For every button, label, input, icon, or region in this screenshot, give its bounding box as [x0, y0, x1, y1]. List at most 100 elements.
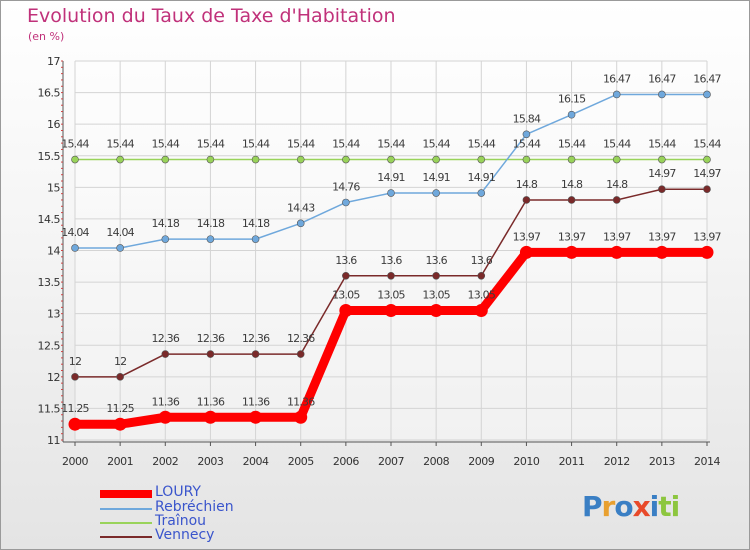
data-point	[251, 235, 260, 243]
data-label: 15.44	[558, 138, 586, 151]
data-point	[249, 410, 263, 424]
data-point	[71, 373, 79, 381]
data-point	[339, 304, 353, 318]
data-label: 14.8	[561, 178, 583, 191]
data-point	[296, 155, 305, 164]
data-point	[565, 245, 579, 259]
data-label: 15.44	[152, 138, 180, 151]
data-point	[432, 155, 440, 164]
data-point	[161, 235, 170, 243]
x-tick-label: 2010	[513, 455, 539, 468]
data-point	[206, 235, 215, 243]
data-label: 13.97	[603, 230, 631, 243]
data-point	[477, 189, 486, 197]
data-point	[703, 185, 711, 194]
data-point	[522, 130, 531, 139]
proxiti-logo: Proxiti	[582, 490, 681, 523]
data-label: 12.36	[287, 332, 315, 345]
logo-letter: o	[614, 490, 633, 523]
data-label: 11.36	[197, 395, 225, 408]
data-label: 15.44	[693, 138, 721, 151]
data-point	[429, 304, 443, 318]
data-point	[612, 90, 621, 99]
data-point	[387, 271, 395, 280]
data-point	[342, 198, 350, 207]
y-tick-label: 15	[47, 181, 60, 194]
y-tick-label: 12	[47, 371, 60, 384]
data-point	[432, 189, 440, 197]
data-point	[700, 245, 714, 259]
y-tick-label: 17	[47, 55, 60, 68]
data-point	[658, 185, 666, 194]
x-tick-label: 2011	[559, 455, 585, 468]
data-label: 12	[114, 355, 126, 368]
chart-title: Evolution du Taux de Taxe d'Habitation	[27, 5, 396, 27]
data-label: 13.6	[471, 254, 493, 267]
data-point	[567, 110, 576, 119]
data-label: 12.36	[197, 332, 225, 345]
data-point	[522, 196, 531, 204]
y-tick-label: 12.5	[38, 339, 61, 352]
data-label: 11.25	[106, 402, 134, 415]
x-tick-label: 2002	[152, 455, 178, 468]
data-label: 11.36	[287, 395, 315, 408]
data-point	[116, 155, 124, 164]
data-label: 13.6	[380, 254, 402, 267]
data-label: 13.97	[558, 230, 586, 243]
data-label: 14.76	[332, 180, 360, 193]
data-point	[342, 155, 350, 164]
data-label: 14.8	[606, 178, 628, 191]
data-label: 14.97	[648, 167, 676, 180]
x-tick-label: 2009	[468, 455, 494, 468]
data-label: 16.47	[603, 72, 631, 85]
x-tick-label: 2004	[243, 455, 269, 468]
data-point	[655, 245, 669, 259]
logo-letter: i	[670, 490, 681, 523]
data-label: 12	[69, 355, 81, 368]
data-point	[432, 271, 440, 280]
data-point	[658, 155, 666, 164]
y-tick-label: 14.5	[38, 213, 61, 226]
x-tick-label: 2001	[107, 455, 133, 468]
legend-swatch	[100, 536, 152, 538]
data-point	[251, 155, 260, 164]
logo-letter: x	[632, 490, 651, 523]
data-label: 15.44	[106, 138, 134, 151]
data-label: 11.36	[152, 395, 180, 408]
data-label: 15.44	[197, 138, 225, 151]
x-tick-label: 2012	[604, 455, 630, 468]
data-label: 15.44	[377, 138, 405, 151]
y-tick-label: 15.5	[38, 150, 61, 163]
logo-letter: r	[601, 490, 616, 523]
legend-swatch	[100, 490, 152, 498]
legend-label: Traînou	[155, 513, 207, 529]
data-label: 11.25	[61, 402, 89, 415]
data-label: 13.05	[422, 289, 450, 302]
legend-label: Rebréchien	[155, 499, 234, 515]
data-label: 15.44	[61, 138, 89, 151]
data-label: 15.84	[513, 112, 541, 125]
data-label: 16.15	[558, 93, 586, 106]
x-tick-label: 2014	[694, 455, 720, 468]
data-label: 15.44	[468, 138, 496, 151]
data-point	[703, 155, 711, 164]
data-point	[612, 196, 621, 204]
data-label: 14.8	[516, 178, 538, 191]
x-tick-label: 2006	[333, 455, 359, 468]
data-label: 15.44	[287, 138, 315, 151]
data-point	[158, 410, 172, 424]
data-label: 13.97	[648, 230, 676, 243]
data-point	[610, 245, 624, 259]
data-point	[522, 155, 531, 164]
legend-label: Vennecy	[155, 527, 215, 543]
data-label: 13.97	[693, 230, 721, 243]
data-point	[703, 90, 711, 99]
data-point	[296, 350, 305, 358]
y-tick-label: 11	[47, 434, 60, 447]
data-point	[567, 196, 576, 204]
data-point	[206, 155, 215, 164]
data-point	[387, 155, 395, 164]
data-point	[477, 155, 486, 164]
